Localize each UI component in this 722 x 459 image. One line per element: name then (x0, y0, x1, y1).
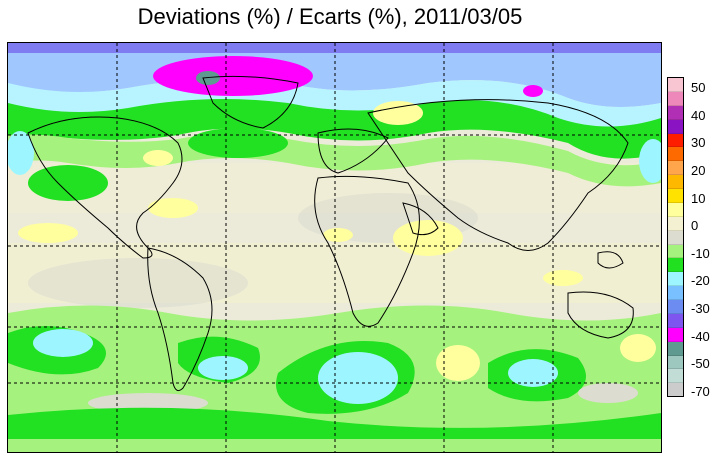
legend-tick-label: -30 (691, 301, 710, 317)
legend-tick-label: 0 (691, 218, 699, 234)
legend-swatch (668, 300, 683, 314)
legend-swatch (668, 133, 683, 148)
legend-swatch (668, 202, 683, 217)
legend-swatch (668, 91, 683, 106)
legend-swatch (668, 216, 683, 231)
legend-swatch (668, 244, 683, 259)
legend-swatch (668, 147, 683, 162)
legend-swatch (668, 78, 683, 92)
legend-tick-label: 40 (691, 107, 706, 123)
legend-swatch (668, 258, 683, 273)
color-scale-legend: 50 40 30 20 10 0 -10 -20 -30 -40 -50 -70 (667, 77, 722, 399)
legend-swatch (668, 175, 683, 189)
legend-swatch (668, 327, 683, 342)
legend-swatch (668, 230, 683, 245)
map-title: Deviations (%) / Ecarts (%), 2011/03/05 (137, 4, 523, 29)
color-scale-bar (667, 77, 684, 397)
legend-tick-label: -10 (691, 245, 710, 261)
legend-tick-label: 20 (691, 162, 706, 178)
legend-swatch (668, 286, 683, 300)
legend-swatch (668, 161, 683, 176)
world-deviation-map (7, 42, 662, 453)
legend-swatch (668, 272, 683, 287)
legend-swatch (668, 355, 683, 370)
legend-tick-label: 50 (691, 80, 706, 95)
legend-tick-label: -50 (691, 356, 710, 372)
map-canvas (8, 43, 661, 452)
legend-tick-label: -20 (691, 273, 710, 289)
legend-swatch (668, 313, 683, 328)
legend-tick-label: -40 (691, 328, 710, 344)
legend-swatch (668, 369, 683, 384)
legend-swatch (668, 341, 683, 356)
graticule (8, 43, 661, 452)
legend-swatch (668, 189, 683, 203)
legend-tick-label: 10 (691, 190, 706, 206)
legend-swatch (668, 383, 683, 397)
legend-tick-label: 30 (691, 135, 706, 151)
legend-tick-label: -70 (691, 384, 710, 399)
legend-swatch (668, 119, 683, 134)
north-lightgreen-band (8, 134, 661, 187)
legend-swatch (668, 105, 683, 120)
